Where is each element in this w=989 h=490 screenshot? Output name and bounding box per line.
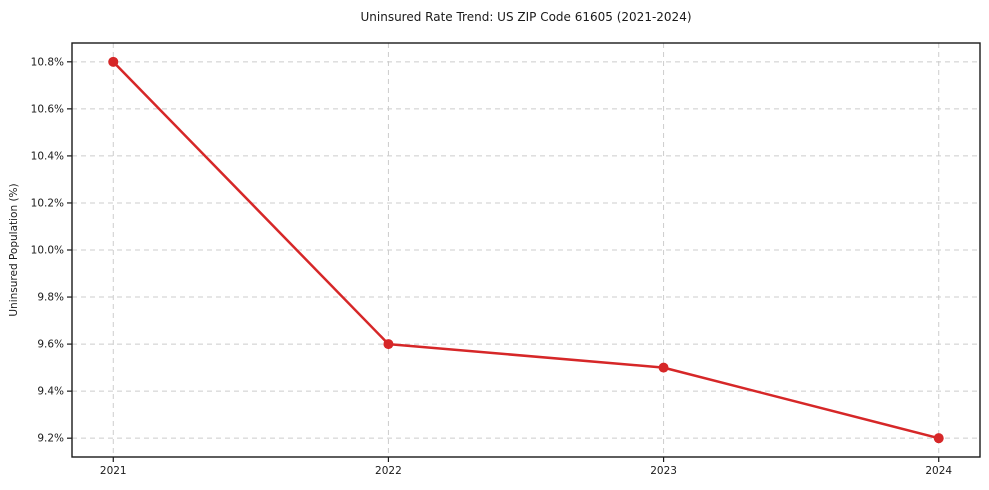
y-tick-label: 10.4% [31, 150, 64, 162]
y-tick-label: 9.6% [37, 339, 64, 351]
y-tick-label: 10.0% [31, 245, 64, 257]
x-tick-label: 2021 [100, 465, 127, 477]
y-tick-label: 9.2% [37, 433, 64, 445]
x-tick-label: 2024 [925, 465, 952, 477]
trend-line [112, 60, 940, 440]
data-point-marker [383, 339, 394, 350]
y-tick-label: 9.8% [37, 292, 64, 304]
data-point-marker [933, 433, 944, 444]
x-tick-label: 2022 [375, 465, 402, 477]
data-point-marker [658, 362, 669, 373]
y-tick-label: 10.2% [31, 197, 64, 209]
y-tick-label: 10.8% [31, 56, 64, 68]
chart-title: Uninsured Rate Trend: US ZIP Code 61605 … [360, 10, 692, 24]
plot-border [71, 42, 981, 458]
y-tick-label: 9.4% [37, 386, 64, 398]
data-point-marker [108, 56, 119, 67]
x-tick-label: 2023 [650, 465, 677, 477]
y-tick-label: 10.6% [31, 103, 64, 115]
